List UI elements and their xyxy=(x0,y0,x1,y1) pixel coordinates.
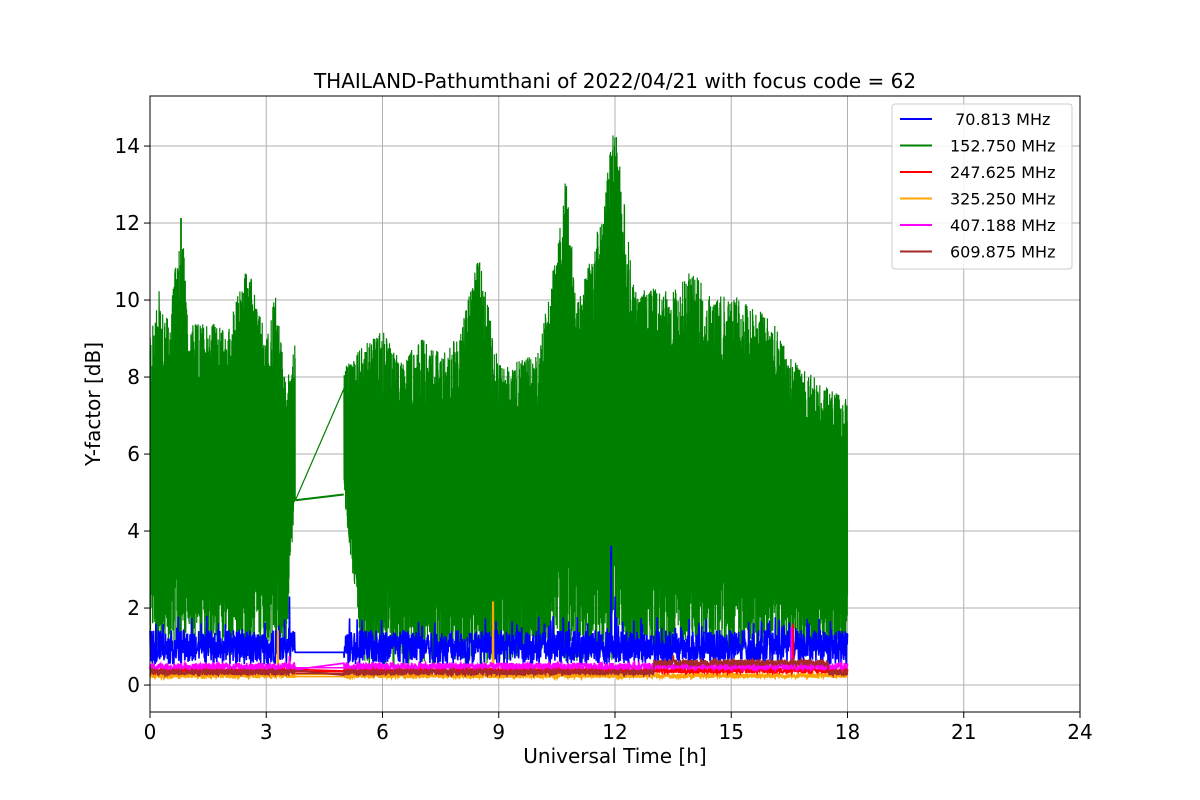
legend: 70.813 MHz 152.750 MHz 247.625 MHz 325.250 … xyxy=(891,103,1073,270)
y-tick-label: 14 xyxy=(115,134,140,158)
series-layer xyxy=(149,135,849,682)
chart-title: THAILAND-Pathumthani of 2022/04/21 with … xyxy=(313,69,916,93)
y-tick-label: 12 xyxy=(115,211,140,235)
x-axis-ticks: 0 3 6 9 12 15 18 21 24 xyxy=(144,712,1093,744)
y-tick-label: 4 xyxy=(127,519,140,543)
series-line-609-875 xyxy=(149,655,849,679)
y-tick-label: 6 xyxy=(127,442,140,466)
x-tick-label: 21 xyxy=(951,720,976,744)
legend-label: 325.250 MHz xyxy=(950,190,1055,209)
x-tick-label: 0 xyxy=(144,720,157,744)
x-tick-label: 18 xyxy=(835,720,860,744)
x-tick-label: 6 xyxy=(376,720,389,744)
y-axis-ticks: 0 2 4 6 8 10 12 14 xyxy=(115,134,150,697)
x-tick-label: 12 xyxy=(602,720,627,744)
y-tick-label: 0 xyxy=(127,673,140,697)
x-tick-label: 3 xyxy=(260,720,273,744)
legend-label: 407.188 MHz xyxy=(950,216,1055,235)
legend-label: 247.625 MHz xyxy=(950,163,1055,182)
legend-label: 609.875 MHz xyxy=(950,243,1055,262)
series-line-70-813 xyxy=(149,545,849,668)
x-tick-label: 9 xyxy=(492,720,505,744)
x-tick-label: 15 xyxy=(719,720,744,744)
x-tick-label: 24 xyxy=(1067,720,1092,744)
y-tick-label: 2 xyxy=(127,596,140,620)
series-line-152-750 xyxy=(149,135,849,669)
legend-box xyxy=(891,103,1073,270)
y-tick-label: 8 xyxy=(127,365,140,389)
legend-label: 70.813 MHz xyxy=(950,110,1050,129)
legend-label: 152.750 MHz xyxy=(950,137,1055,156)
series-line-325-250 xyxy=(149,601,849,682)
series-line-152-750-gap xyxy=(295,493,344,502)
y-axis-label: Y-factor [dB] xyxy=(81,342,105,467)
x-axis-label: Universal Time [h] xyxy=(523,744,706,768)
y-tick-label: 10 xyxy=(115,288,140,312)
